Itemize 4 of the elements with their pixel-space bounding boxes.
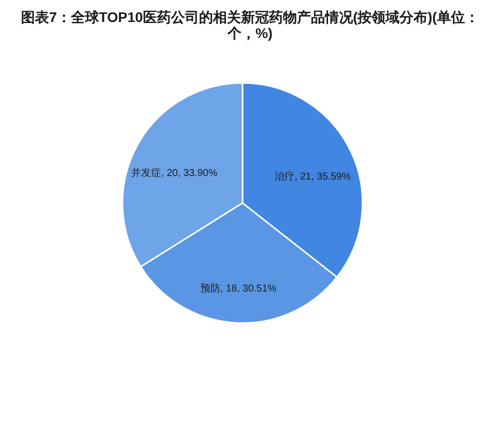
slice-label: 预防, 18, 30.51% [200, 282, 277, 295]
slice-label: 并发症, 20, 33.90% [131, 166, 218, 179]
slice-label: 治疗, 21, 35.59% [274, 170, 351, 183]
chart-title: 图表7：全球TOP10医药公司的相关新冠药物产品情况(按领域分布)(单位：个，%) [20, 9, 480, 41]
